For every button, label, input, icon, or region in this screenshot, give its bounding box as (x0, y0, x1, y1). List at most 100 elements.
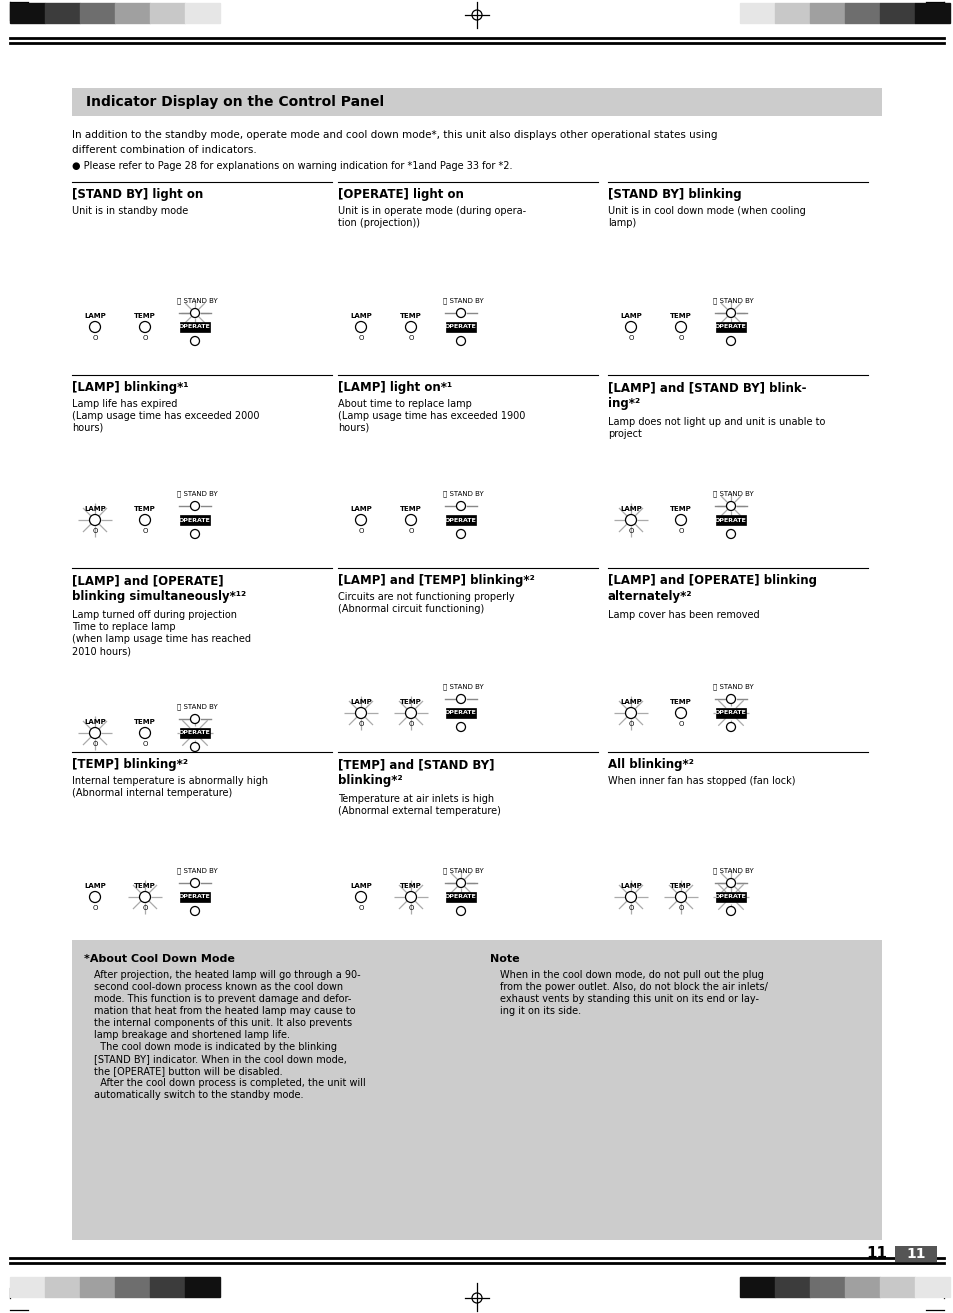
Circle shape (675, 515, 686, 525)
FancyBboxPatch shape (71, 88, 882, 116)
Circle shape (191, 529, 199, 538)
FancyBboxPatch shape (716, 322, 745, 332)
Text: mation that heat from the heated lamp may cause to: mation that heat from the heated lamp ma… (94, 1006, 355, 1016)
Text: TEMP: TEMP (134, 312, 155, 319)
Text: [LAMP] blinking*¹: [LAMP] blinking*¹ (71, 381, 189, 394)
Text: O: O (142, 741, 148, 747)
FancyBboxPatch shape (446, 892, 476, 902)
Text: Time to replace lamp: Time to replace lamp (71, 622, 175, 632)
Text: TEMP: TEMP (669, 699, 691, 705)
Bar (774, 3, 809, 24)
FancyBboxPatch shape (446, 322, 476, 332)
Circle shape (726, 309, 735, 318)
FancyBboxPatch shape (71, 940, 882, 1239)
Circle shape (675, 892, 686, 902)
Circle shape (726, 906, 735, 915)
Text: LAMP: LAMP (619, 506, 641, 512)
Text: ing it on its side.: ing it on its side. (499, 1006, 580, 1016)
Text: LAMP: LAMP (350, 506, 372, 512)
Text: mode. This function is to prevent damage and defor-: mode. This function is to prevent damage… (94, 994, 351, 1004)
Bar (115, 1278, 150, 1297)
Circle shape (90, 322, 100, 332)
Text: ● Please refer to Page 28 for explanations on warning indication for *1and Page : ● Please refer to Page 28 for explanatio… (71, 161, 512, 171)
Circle shape (726, 336, 735, 345)
FancyBboxPatch shape (180, 727, 210, 738)
Text: (Abnormal internal temperature): (Abnormal internal temperature) (71, 788, 232, 798)
Text: lamp): lamp) (607, 218, 636, 228)
Text: O: O (408, 528, 414, 534)
Text: [TEMP] blinking*²: [TEMP] blinking*² (71, 758, 188, 771)
Text: In addition to the standby mode, operate mode and cool down mode*, this unit als: In addition to the standby mode, operate… (71, 130, 717, 140)
Bar (914, 1278, 949, 1297)
FancyBboxPatch shape (716, 892, 745, 902)
Text: lamp breakage and shortened lamp life.: lamp breakage and shortened lamp life. (94, 1029, 290, 1040)
Bar (150, 3, 185, 24)
Bar (844, 3, 879, 24)
Circle shape (191, 336, 199, 345)
Text: from the power outlet. Also, do not block the air inlets/: from the power outlet. Also, do not bloc… (499, 982, 767, 993)
Circle shape (625, 515, 636, 525)
Text: ⏻ STAND BY: ⏻ STAND BY (712, 867, 753, 873)
Text: blinking simultaneously*¹²: blinking simultaneously*¹² (71, 590, 246, 603)
Circle shape (191, 502, 199, 511)
Text: [OPERATE] light on: [OPERATE] light on (337, 188, 463, 201)
Bar (740, 1278, 774, 1297)
Bar (115, 3, 150, 24)
FancyBboxPatch shape (716, 708, 745, 718)
Text: O: O (408, 905, 414, 911)
Text: O: O (628, 335, 633, 341)
Bar (45, 1278, 80, 1297)
Text: All blinking*²: All blinking*² (607, 758, 693, 771)
Text: O: O (358, 721, 363, 727)
Text: O: O (92, 741, 97, 747)
Text: O: O (142, 905, 148, 911)
Text: [LAMP] and [OPERATE]: [LAMP] and [OPERATE] (71, 574, 223, 587)
Circle shape (191, 714, 199, 723)
Text: TEMP: TEMP (399, 884, 421, 889)
Text: *About Cool Down Mode: *About Cool Down Mode (84, 955, 234, 964)
Text: After the cool down process is completed, the unit will: After the cool down process is completed… (94, 1078, 365, 1088)
Circle shape (456, 502, 465, 511)
Text: About time to replace lamp: About time to replace lamp (337, 399, 472, 410)
Text: Lamp life has expired: Lamp life has expired (71, 399, 177, 410)
Bar (80, 3, 115, 24)
Text: [TEMP] and [STAND BY]: [TEMP] and [STAND BY] (337, 758, 494, 771)
Circle shape (191, 742, 199, 751)
Text: When inner fan has stopped (fan lock): When inner fan has stopped (fan lock) (607, 776, 795, 786)
Text: 2010 hours): 2010 hours) (71, 646, 131, 656)
Bar (879, 1278, 914, 1297)
Text: different combination of indicators.: different combination of indicators. (71, 144, 256, 155)
Text: Lamp cover has been removed: Lamp cover has been removed (607, 611, 759, 620)
Text: second cool-down process known as the cool down: second cool-down process known as the co… (94, 982, 343, 993)
Text: [LAMP] and [STAND BY] blink-: [LAMP] and [STAND BY] blink- (607, 381, 805, 394)
Text: ⏻ STAND BY: ⏻ STAND BY (176, 867, 217, 873)
Text: Unit is in standby mode: Unit is in standby mode (71, 206, 188, 217)
Text: ⏻ STAND BY: ⏻ STAND BY (442, 490, 483, 496)
Text: LAMP: LAMP (84, 884, 106, 889)
Text: [STAND BY] light on: [STAND BY] light on (71, 188, 203, 201)
Text: 11: 11 (865, 1246, 886, 1262)
Text: O: O (678, 905, 683, 911)
Circle shape (355, 515, 366, 525)
Circle shape (456, 695, 465, 704)
Text: Circuits are not functioning properly: Circuits are not functioning properly (337, 592, 514, 601)
Text: O: O (678, 335, 683, 341)
Circle shape (355, 322, 366, 332)
Text: automatically switch to the standby mode.: automatically switch to the standby mode… (94, 1090, 303, 1100)
Text: The cool down mode is indicated by the blinking: The cool down mode is indicated by the b… (94, 1043, 336, 1052)
Text: TEMP: TEMP (399, 699, 421, 705)
Text: O: O (92, 528, 97, 534)
Text: TEMP: TEMP (669, 506, 691, 512)
Text: OPERATE: OPERATE (715, 324, 746, 330)
Text: O: O (408, 721, 414, 727)
Bar (45, 3, 80, 24)
Circle shape (405, 708, 416, 718)
Circle shape (191, 906, 199, 915)
Text: OPERATE: OPERATE (715, 710, 746, 716)
Text: blinking*²: blinking*² (337, 773, 402, 786)
Text: LAMP: LAMP (350, 699, 372, 705)
Text: OPERATE: OPERATE (445, 324, 476, 330)
Text: [LAMP] light on*¹: [LAMP] light on*¹ (337, 381, 452, 394)
Text: ⏻ STAND BY: ⏻ STAND BY (712, 297, 753, 303)
Text: LAMP: LAMP (350, 312, 372, 319)
